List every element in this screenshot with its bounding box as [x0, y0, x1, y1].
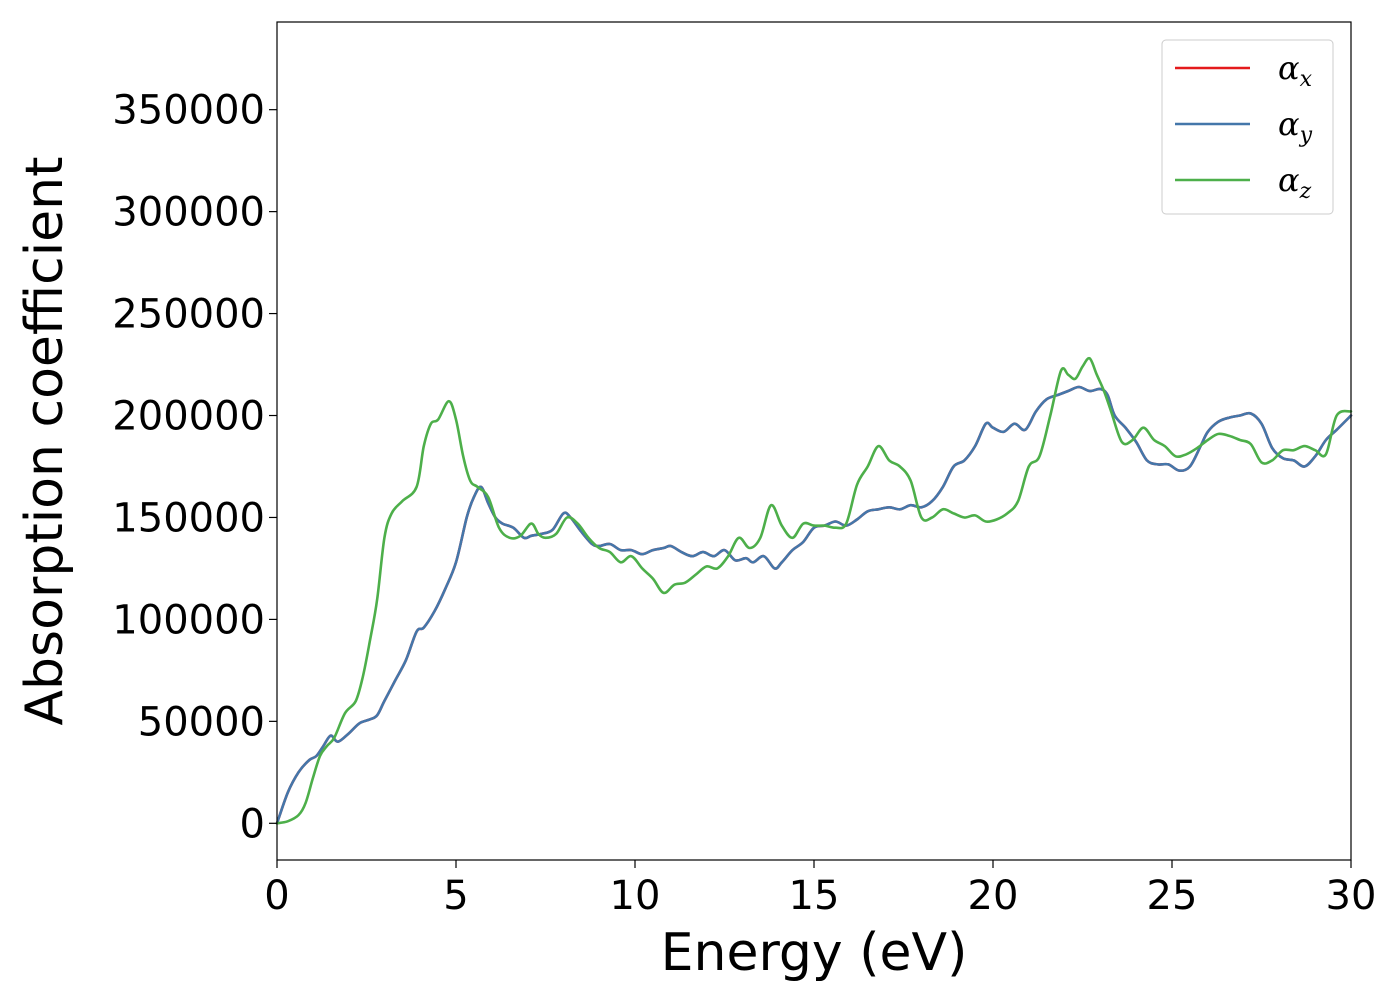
legend-label-y: αy — [1278, 105, 1313, 148]
legend-items: αx αy αz — [1175, 49, 1313, 204]
y-tick-label: 200000 — [112, 394, 265, 440]
y-tick-label: 300000 — [112, 190, 265, 236]
series-layer — [275, 356, 1353, 825]
x-tick-label: 20 — [968, 873, 1019, 919]
y-tick-label: 250000 — [112, 292, 265, 338]
legend-box — [1161, 39, 1334, 215]
x-tick-label: 30 — [1326, 873, 1377, 919]
x-axis-label: Energy (eV) — [661, 923, 968, 983]
x-tick-label: 10 — [610, 873, 661, 919]
y-tick-label: 350000 — [112, 88, 265, 134]
y-tick-label: 150000 — [112, 495, 265, 541]
y-axis-ticks: 0 50000 100000 150000 200000 250000 300000 3500… — [112, 88, 277, 847]
y-tick-label: 0 — [240, 801, 265, 847]
series-line-y — [275, 385, 1353, 825]
legend-label-x: αx — [1278, 49, 1313, 92]
x-tick-label: 0 — [264, 873, 289, 919]
x-tick-label: 5 — [443, 873, 468, 919]
legend: αx αy αz — [1161, 39, 1334, 215]
x-axis-ticks: 0 5 10 15 20 25 30 — [264, 860, 1376, 919]
y-axis-label: Absorption coefficient — [15, 156, 75, 725]
y-tick-label: 50000 — [138, 699, 265, 745]
y-tick-label: 100000 — [112, 597, 265, 643]
x-tick-label: 15 — [789, 873, 840, 919]
x-tick-label: 25 — [1147, 873, 1198, 919]
legend-label-z: αz — [1278, 161, 1312, 204]
series-line-z — [275, 356, 1353, 825]
